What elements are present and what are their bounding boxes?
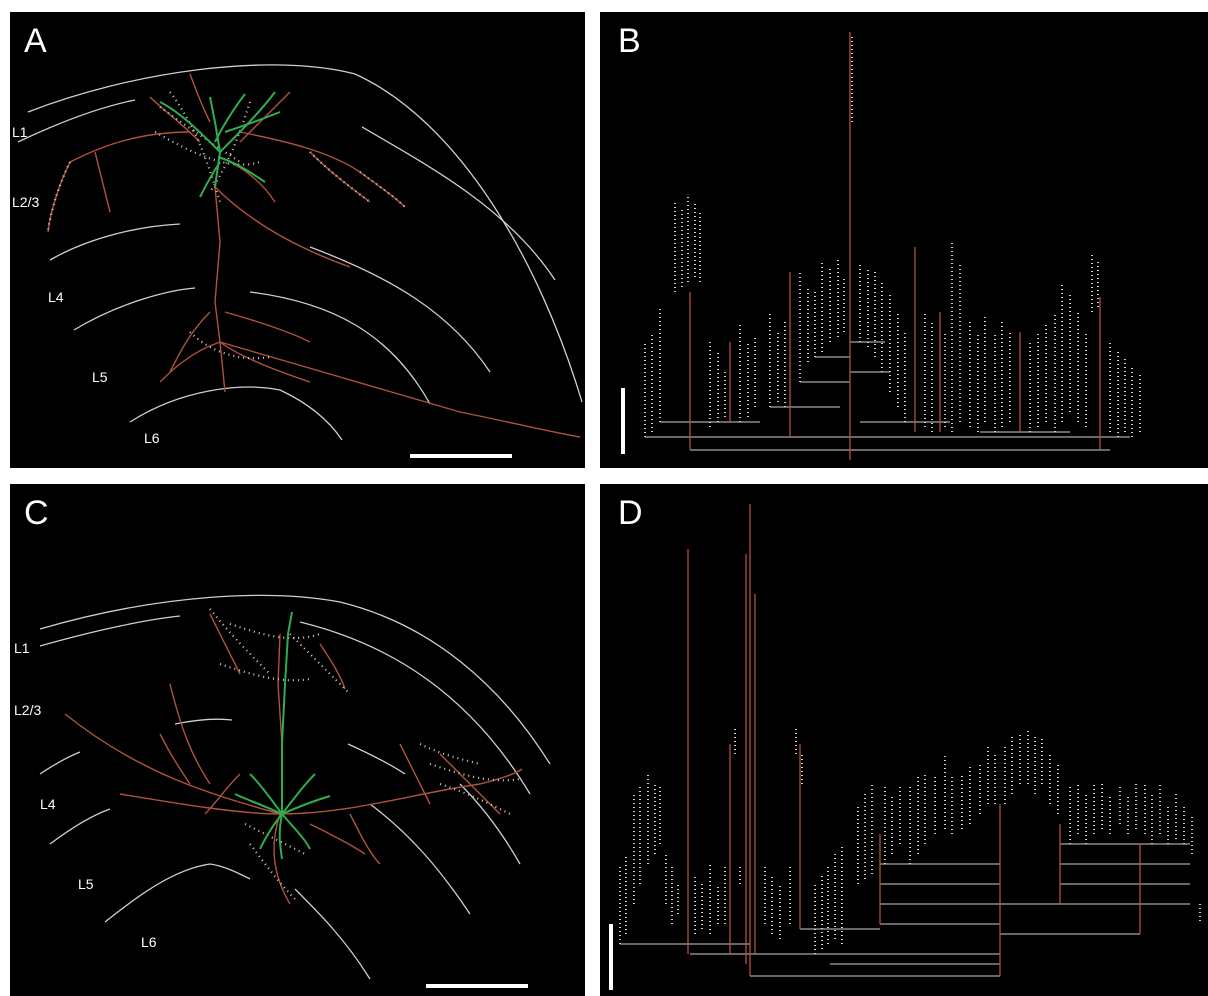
panel-letter: B [618, 22, 641, 60]
layer-label-l4: L4 [40, 796, 56, 812]
layer-label-l5: L5 [78, 876, 94, 892]
layer-label-l4: L4 [48, 289, 64, 305]
scale-bar [410, 454, 512, 458]
dendrogram-b [644, 32, 1141, 460]
layer-label-l6: L6 [144, 430, 160, 446]
scale-bar [609, 924, 613, 990]
layer-label-l23: L2/3 [14, 702, 42, 718]
panel-letter: A [24, 22, 47, 60]
panel-letter: C [24, 494, 49, 532]
dendrogram-d [619, 504, 1201, 977]
neuron-trace-c [64, 608, 523, 905]
panel-c-neuron-reconstruction: C L1 L2/3 L4 L5 L6 [10, 484, 585, 996]
layer-boundaries-c [39, 594, 551, 980]
panel-letter: D [618, 494, 643, 532]
layer-label-l5: L5 [92, 369, 108, 385]
scale-bar [621, 388, 625, 454]
panel-a-neuron-reconstruction: A L1 L2/3 L4 L5 L6 [10, 12, 585, 468]
layer-boundaries-a [17, 64, 583, 441]
layer-label-l23: L2/3 [12, 194, 40, 210]
neuron-trace-a [46, 73, 581, 438]
panel-d-dendrogram: D [600, 484, 1208, 996]
layer-label-l1: L1 [14, 640, 30, 656]
layer-label-l6: L6 [141, 934, 157, 950]
layer-label-l1: L1 [12, 124, 28, 140]
scale-bar [426, 984, 528, 988]
panel-b-dendrogram: B [600, 12, 1208, 468]
